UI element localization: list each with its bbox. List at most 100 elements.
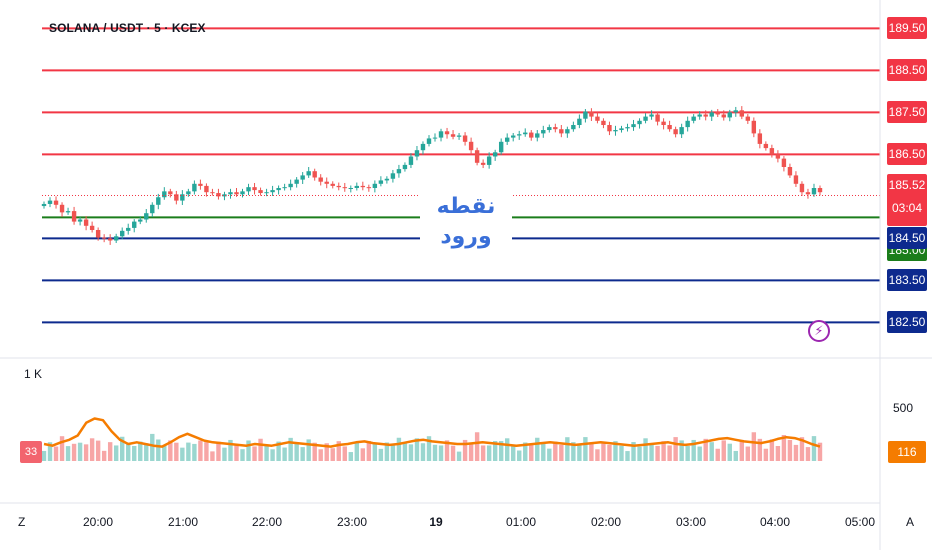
time-tick: 03:00: [675, 515, 707, 529]
volume-bar: [559, 444, 564, 461]
candle-body: [733, 110, 738, 113]
volume-bar: [571, 442, 576, 461]
candle-body: [222, 194, 227, 197]
volume-bar: [529, 444, 534, 461]
volume-bar: [462, 439, 468, 461]
volume-bar: [733, 450, 738, 461]
candle-body: [408, 156, 414, 165]
price-tag-189-50: 189.50: [887, 17, 927, 40]
candle-body: [47, 200, 53, 204]
candle-body: [240, 191, 245, 195]
candle-body: [138, 219, 143, 222]
volume-bar: [83, 444, 89, 461]
candle-body: [661, 121, 666, 125]
volume-bar: [703, 438, 708, 461]
volume-bar: [769, 439, 775, 461]
candle-body: [721, 114, 726, 118]
volume-bar: [77, 442, 83, 461]
candle-body: [101, 237, 107, 239]
candle-body: [547, 127, 552, 131]
volume-bar: [270, 449, 275, 461]
time-tick: 19: [429, 515, 443, 529]
time-tick: 05:00: [844, 515, 876, 529]
candle-body: [186, 191, 191, 195]
volume-left-tag: 33: [20, 441, 42, 463]
volume-bar: [631, 442, 636, 461]
volume-bar: [649, 444, 654, 461]
volume-bar: [210, 451, 215, 461]
volume-bar: [583, 437, 588, 461]
candle-body: [426, 138, 432, 144]
price-tag-182-50: 182.50: [887, 311, 927, 334]
symbol-title: SOLANA / USDT · 5 · KCEX: [49, 21, 206, 35]
auto-scale-toggle[interactable]: Z: [18, 515, 26, 529]
price-tag-188-50: 188.50: [887, 59, 927, 82]
price-tag-187-50: 187.50: [887, 101, 927, 124]
candle-body: [282, 187, 287, 189]
candle-body: [132, 221, 137, 228]
volume-bar: [186, 442, 191, 461]
volume-bar: [113, 445, 119, 461]
candle-body: [95, 230, 101, 238]
candle-body: [180, 194, 185, 201]
volume-bar: [342, 446, 347, 461]
volume-bar: [601, 441, 606, 461]
candle-body: [492, 152, 498, 157]
volume-bar: [721, 440, 726, 461]
volume-bar: [101, 450, 107, 461]
candle-body: [59, 204, 65, 213]
candle-body: [444, 131, 450, 135]
candle-body: [565, 129, 570, 134]
volume-bar: [793, 444, 799, 461]
volume-bar: [324, 443, 329, 461]
volume-bar: [420, 443, 426, 461]
volume-bar: [246, 440, 251, 461]
candle-body: [378, 180, 384, 184]
candle-body: [817, 188, 823, 193]
candle-body: [120, 230, 125, 237]
candle-body: [372, 183, 378, 188]
candle-body: [77, 219, 83, 222]
candle-body: [571, 125, 576, 130]
volume-bar: [541, 443, 546, 461]
candle-body: [270, 190, 275, 193]
volume-bar: [607, 444, 612, 461]
volume-bar: [553, 441, 558, 461]
candle-body: [474, 150, 480, 163]
volume-bar: [511, 444, 516, 461]
volume-bar: [757, 438, 763, 461]
volume-bar: [595, 449, 600, 461]
candle-body: [553, 127, 558, 130]
candle-body: [450, 134, 456, 137]
volume-bar: [402, 442, 408, 461]
candle-body: [107, 238, 113, 241]
candle-body: [89, 225, 95, 230]
volume-bar: [120, 436, 125, 461]
candle-body: [679, 127, 684, 135]
volume-bar: [294, 442, 299, 461]
volume-bar: [426, 436, 432, 461]
candle-body: [390, 173, 396, 179]
candle-body: [144, 213, 149, 220]
candle-body: [799, 183, 805, 193]
volume-bar: [306, 439, 311, 461]
candle-body: [498, 141, 504, 153]
time-tick: 02:00: [590, 515, 622, 529]
auto-fit-toggle[interactable]: A: [906, 515, 915, 529]
candle-body: [198, 183, 203, 186]
volume-bar: [817, 442, 823, 461]
candle-body: [348, 188, 353, 189]
volume-ma-line: [43, 417, 821, 448]
candle-body: [174, 194, 179, 201]
volume-bar: [222, 447, 227, 461]
lightning-alert-icon[interactable]: ⚡: [808, 320, 830, 342]
candle-body: [360, 185, 366, 188]
candle-body: [156, 197, 161, 205]
volume-bar: [126, 443, 131, 461]
candle-body: [312, 171, 317, 178]
candle-body: [727, 112, 732, 118]
candle-body: [703, 114, 708, 117]
candle-body: [655, 114, 660, 122]
candle-body: [228, 192, 233, 195]
